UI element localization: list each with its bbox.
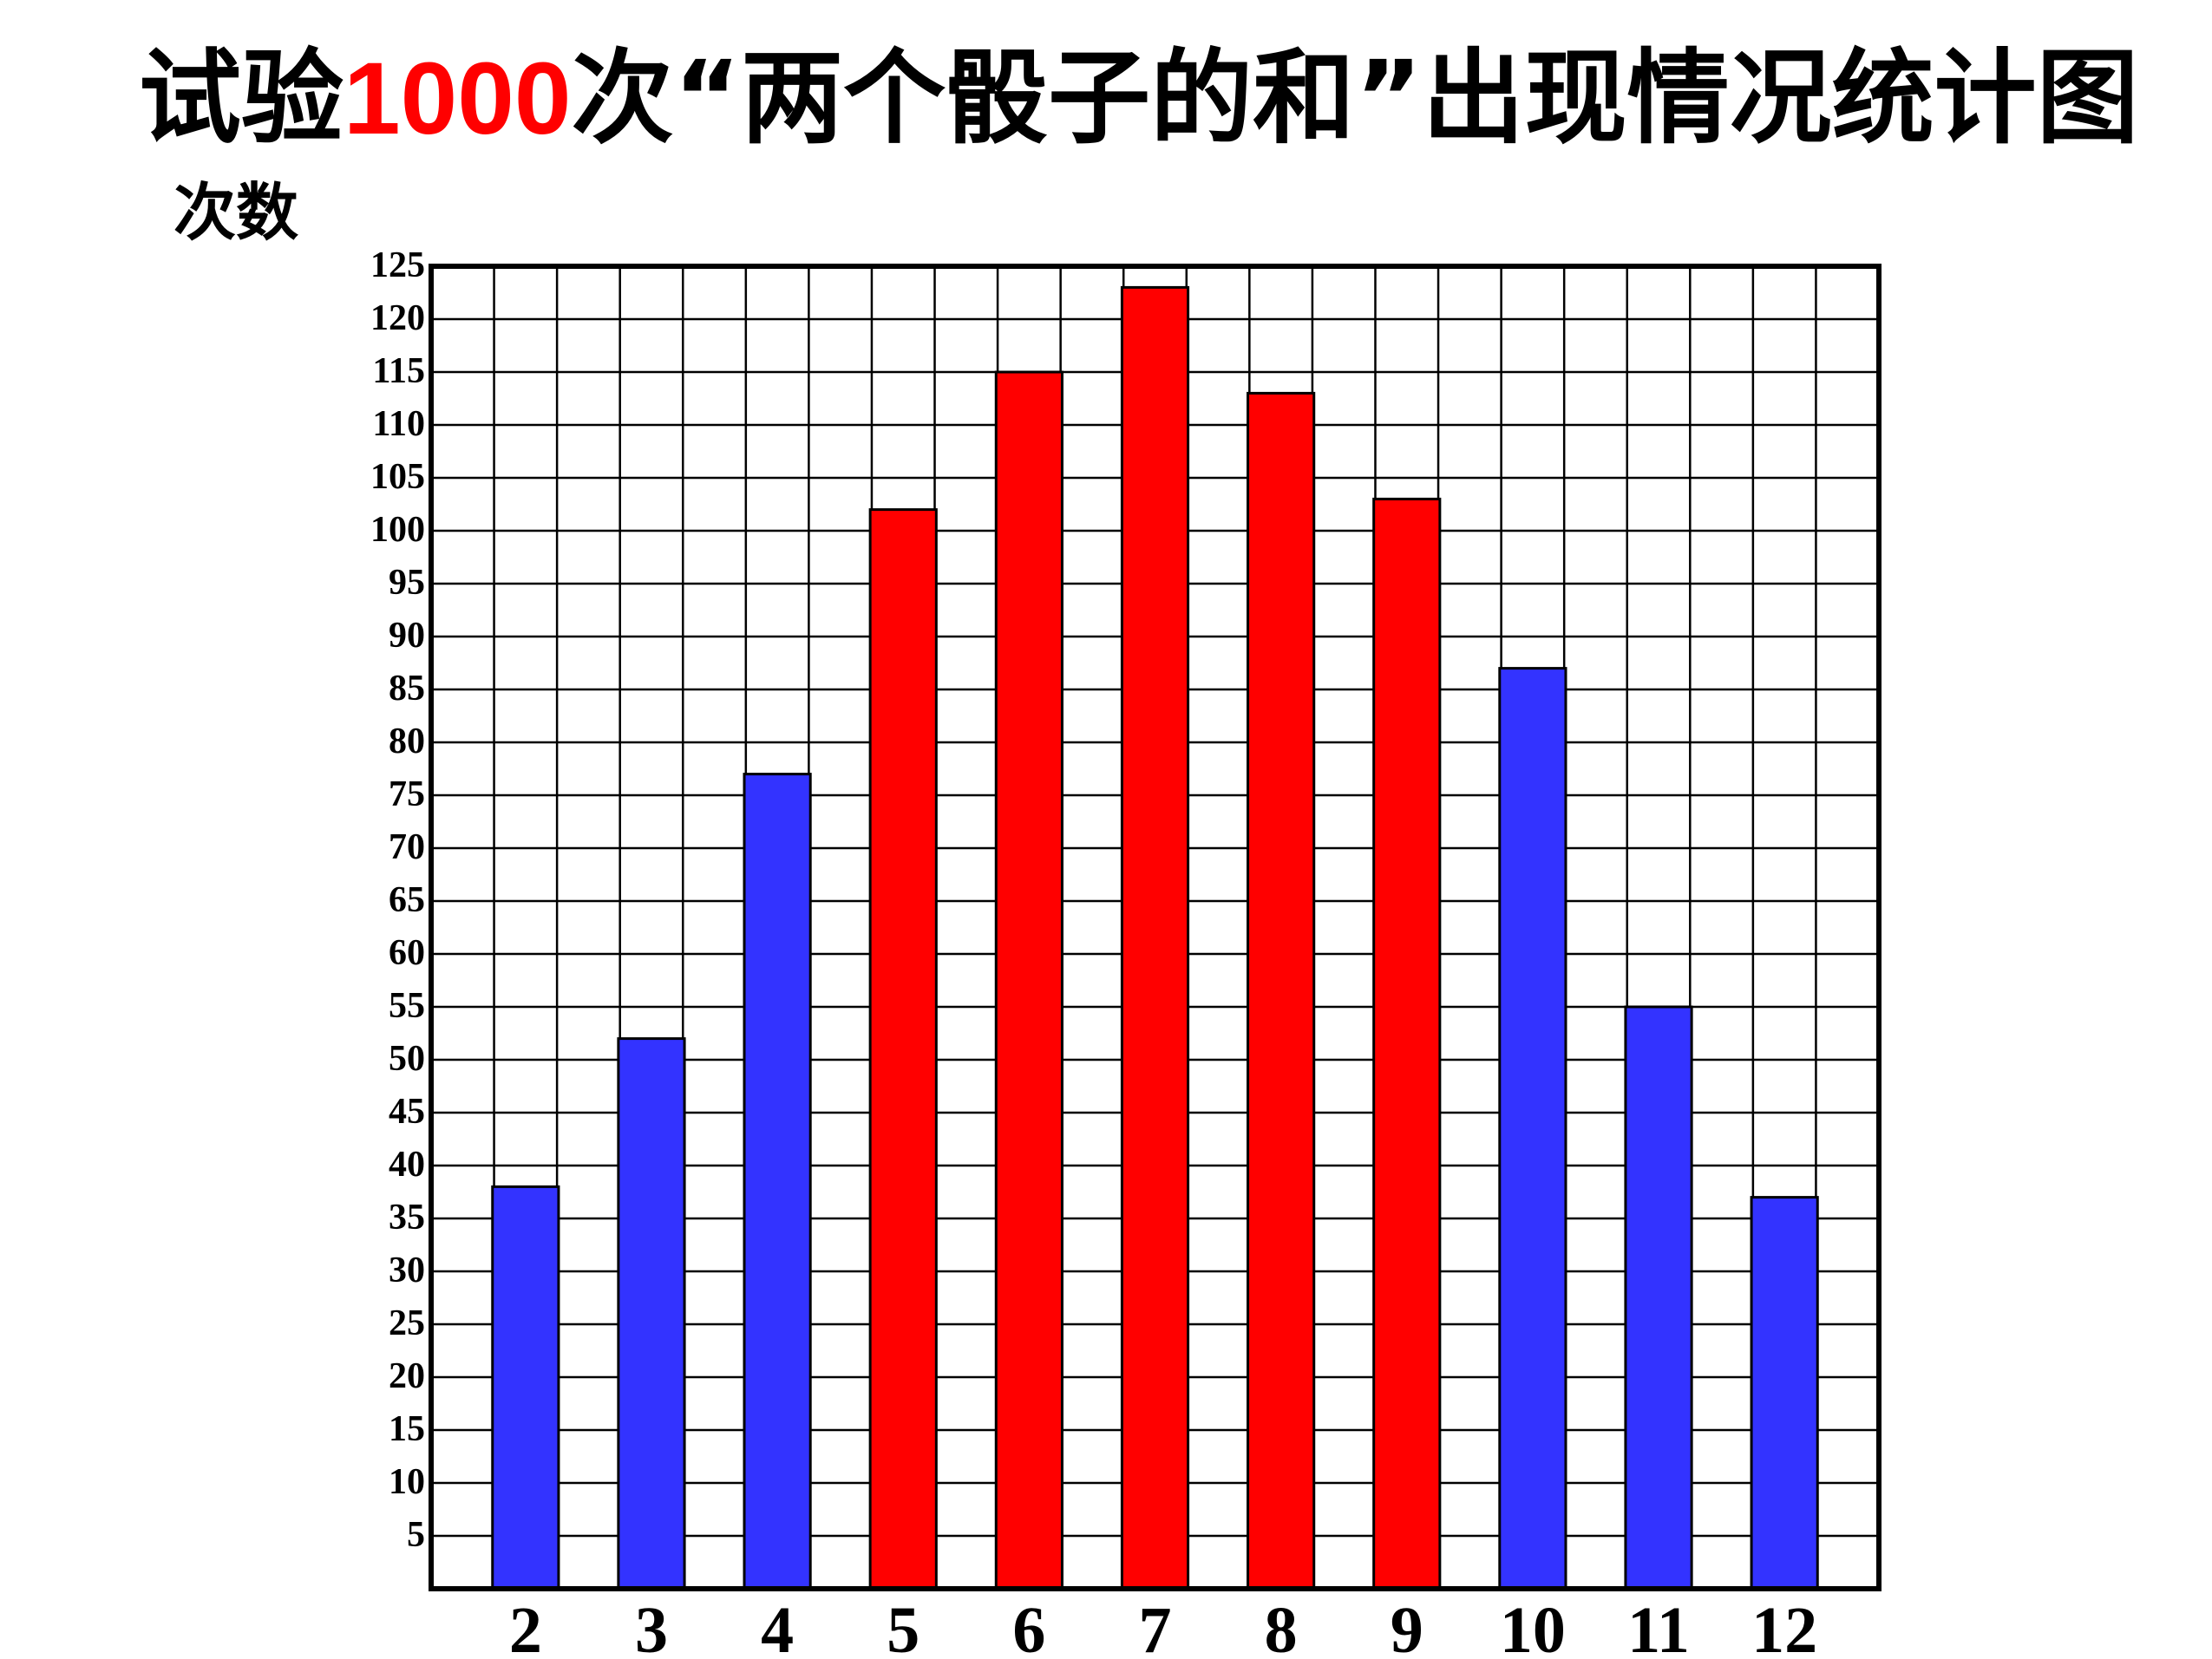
bar-9: [1372, 497, 1442, 1590]
y-tick-label: 35: [389, 1198, 425, 1238]
y-tick-label: 10: [389, 1462, 425, 1502]
y-axis-label: 次数: [173, 176, 299, 249]
x-tick-label: 6: [1012, 1594, 1045, 1659]
bar-7: [1120, 285, 1190, 1590]
title-suffix: 次“两个骰子的和”出现情况统计图: [571, 38, 2139, 158]
y-tick-label: 80: [389, 722, 425, 761]
bar-2: [491, 1185, 560, 1590]
x-tick-label: 10: [1500, 1594, 1566, 1659]
bar-6: [994, 370, 1063, 1590]
y-tick-labels: 5 10 15 20 25 30 35 40 45 50 55 60 65 70 75 80 85 90 95 100…: [370, 245, 425, 1555]
y-tick-label: 5: [407, 1515, 425, 1555]
y-tick-label: 60: [389, 933, 425, 973]
y-tick-label: 15: [389, 1409, 425, 1449]
title-highlight-number: 1000: [344, 42, 572, 156]
y-tick-label: 25: [389, 1303, 425, 1343]
y-tick-label: 115: [372, 351, 425, 391]
bar-10: [1498, 667, 1567, 1590]
x-tick-label: 5: [887, 1594, 919, 1659]
bar-4: [743, 773, 812, 1590]
y-tick-label: 90: [389, 616, 425, 656]
x-tick-label: 8: [1265, 1594, 1298, 1659]
y-tick-label: 110: [372, 404, 425, 444]
y-tick-label: 30: [389, 1251, 425, 1290]
y-tick-label: 45: [389, 1092, 425, 1132]
y-tick-label: 85: [389, 669, 425, 709]
bar-3: [617, 1037, 686, 1590]
x-tick-label: 12: [1751, 1594, 1817, 1659]
title-prefix: 试验: [139, 38, 344, 158]
x-tick-label: 2: [509, 1594, 542, 1659]
plot-frame: [429, 264, 1882, 1591]
y-tick-label: 100: [370, 510, 425, 550]
bar-5: [868, 508, 938, 1590]
y-tick-label: 105: [370, 457, 425, 497]
y-tick-label: 20: [389, 1356, 425, 1396]
y-tick-label: 120: [370, 298, 425, 338]
bar-12: [1750, 1196, 1819, 1590]
y-tick-label: 75: [389, 774, 425, 814]
x-tick-label: 7: [1139, 1594, 1172, 1659]
y-tick-label: 50: [389, 1039, 425, 1079]
bar-8: [1247, 391, 1316, 1590]
bar-11: [1624, 1005, 1693, 1590]
x-tick-label: 9: [1391, 1594, 1423, 1659]
y-tick-label: 95: [389, 563, 425, 603]
x-tick-label: 4: [761, 1594, 794, 1659]
y-tick-label: 125: [370, 245, 425, 285]
x-tick-labels: 2 3 4 5 6 7 8 9 10 11 12: [509, 1594, 1817, 1659]
chart-bars: [491, 285, 1819, 1590]
y-tick-label: 65: [389, 880, 425, 920]
y-tick-label: 70: [389, 827, 425, 867]
y-tick-label: 40: [389, 1145, 425, 1185]
y-tick-label: 55: [389, 986, 425, 1026]
x-tick-label: 3: [635, 1594, 668, 1659]
chart-title: 试验1000次“两个骰子的和”出现情况统计图: [139, 42, 2139, 155]
x-tick-label: 11: [1627, 1594, 1690, 1659]
